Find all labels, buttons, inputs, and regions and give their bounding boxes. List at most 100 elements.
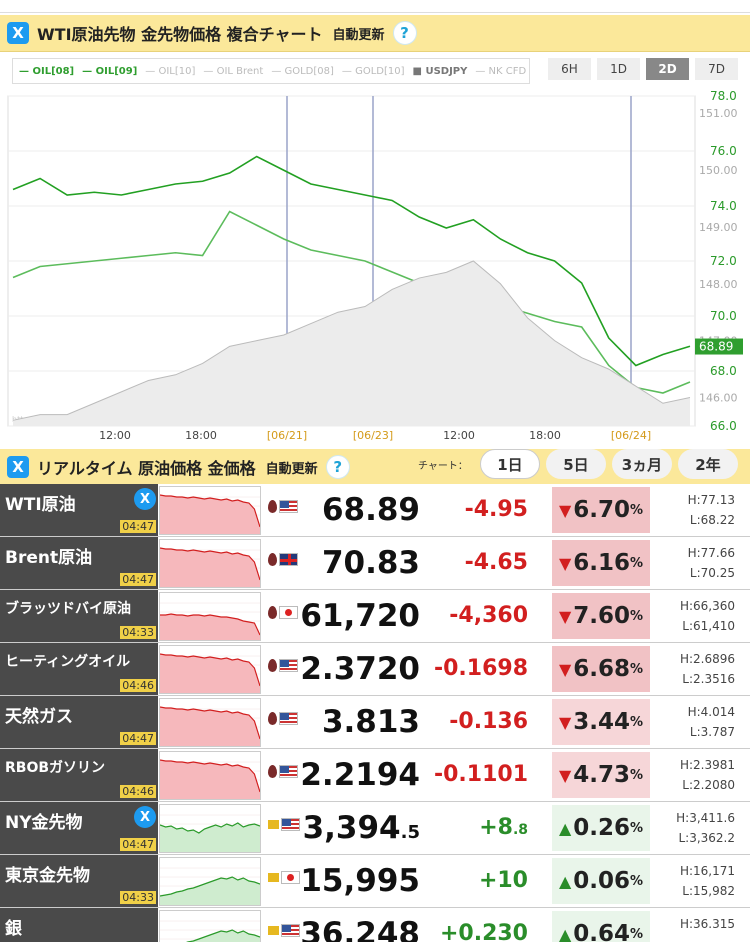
jp-flag-icon (279, 606, 298, 619)
x-share-icon[interactable]: X (134, 488, 156, 510)
chart-section-header: X WTI原油先物 金先物価格 複合チャート 自動更新 ? (0, 15, 750, 52)
table-row[interactable]: Brent原油 04:47 70.83 -4.65 ▼ 6.16% H:77.66 L:70.… (0, 537, 750, 590)
row-name: 東京金先物 (5, 866, 90, 886)
spark-line (160, 613, 261, 636)
y-tick-usdjpy: 148.00 (699, 278, 738, 291)
row-low: L:3.787 (689, 725, 735, 739)
y-tick-oil: 76.0 (710, 144, 737, 158)
sparkline (160, 920, 261, 942)
row-price: 70.83 (321, 545, 420, 581)
row-high-low: H:77.13 L:68.22 (688, 490, 735, 530)
help-icon[interactable]: ? (392, 21, 417, 45)
row-percent: ▲ 0.26% (552, 805, 650, 851)
range-button-2d[interactable]: 2D (646, 58, 689, 80)
x-share-icon[interactable]: X (7, 456, 29, 478)
mini-chart[interactable] (159, 486, 261, 535)
help-icon[interactable]: ? (325, 455, 350, 479)
percent-unit: % (630, 926, 644, 942)
period-tab[interactable]: 5日 (545, 449, 606, 479)
arrow-down-icon: ▼ (558, 553, 572, 573)
mini-chart[interactable] (159, 910, 261, 942)
us-flag-icon (279, 765, 298, 778)
percent-value: 7.60 (573, 603, 631, 629)
row-name: WTI原油 (5, 495, 76, 515)
oil-drop-icon (268, 765, 277, 778)
row-name: NY金先物 (5, 813, 83, 833)
legend-item[interactable]: — NK CFD (475, 65, 527, 77)
row-price: 15,995 (300, 863, 420, 899)
legend-item[interactable]: — OIL[08] (19, 65, 75, 77)
row-name-cell[interactable]: WTI原油 04:47 X (0, 484, 158, 536)
row-price: 3.813 (321, 704, 420, 740)
legend-item[interactable]: — OIL[09] (82, 65, 138, 77)
spark-line (159, 876, 261, 897)
table-row[interactable]: 天然ガス 04:47 3.813 -0.136 ▼ 3.44% H:4.014 L:3.787 (0, 696, 750, 749)
legend-item[interactable]: — GOLD[10] (341, 65, 405, 77)
row-percent: ▼ 7.60% (552, 593, 650, 639)
jp-flag-icon (281, 871, 300, 884)
legend-item[interactable]: — OIL Brent (203, 65, 264, 77)
y-tick-oil: 78.0 (710, 89, 737, 103)
mini-chart[interactable] (159, 698, 261, 747)
row-name-cell[interactable]: 東京金先物 04:33 (0, 855, 158, 907)
table-row[interactable]: RBOBガソリン 04:46 2.2194 -0.1101 ▼ 4.73% H:2.3981… (0, 749, 750, 802)
row-name-cell[interactable]: Brent原油 04:47 (0, 537, 158, 589)
row-name-cell[interactable]: NY金先物 04:47 X (0, 802, 158, 854)
mini-chart[interactable] (159, 592, 261, 641)
oil-drop-icon (268, 500, 277, 513)
percent-value: 3.44 (573, 709, 631, 735)
sparkline (159, 547, 261, 587)
sparkline (159, 653, 261, 693)
row-high: H:4.014 (687, 705, 735, 719)
row-change: -0.1101 (433, 762, 528, 787)
mini-chart[interactable] (159, 645, 261, 694)
table-row[interactable]: 東京金先物 04:33 15,995 +10 ▲ 0.06% H:16,171 L:15,98… (0, 855, 750, 908)
row-name: 天然ガス (5, 707, 73, 727)
us-flag-icon (279, 500, 298, 513)
period-tab[interactable]: 2年 (677, 449, 738, 479)
row-high: H:3,411.6 (676, 811, 735, 825)
table-row[interactable]: WTI原油 04:47 X 68.89 -4.95 ▼ 6.70% H:77.13 L:68.2… (0, 484, 750, 537)
row-name-cell[interactable]: 天然ガス 04:47 (0, 696, 158, 748)
range-button-1d[interactable]: 1D (597, 58, 640, 80)
row-low: L:2.3516 (682, 672, 735, 686)
period-tab[interactable]: 3ヵ月 (611, 449, 672, 479)
spark-area (160, 707, 260, 746)
row-time: 04:33 (120, 626, 156, 639)
legend-item[interactable]: ■ USDJPY (412, 65, 468, 77)
us-flag-icon (279, 659, 298, 672)
x-share-icon[interactable]: X (7, 22, 29, 44)
spark-area (160, 877, 260, 905)
commodity-icons (268, 500, 298, 513)
table-row[interactable]: ヒーティングオイル 04:46 2.3720 -0.1698 ▼ 6.68% H:2.689… (0, 643, 750, 696)
y-tick-oil: 66.0 (710, 419, 737, 433)
legend-item[interactable]: — GOLD[08] (271, 65, 334, 77)
spark-area (160, 548, 260, 587)
table-row[interactable]: ブラッツドバイ原油 04:33 61,720 -4,360 ▼ 7.60% H:66,360… (0, 590, 750, 643)
row-name-cell[interactable]: 銀 (0, 908, 158, 942)
range-button-6h[interactable]: 6H (548, 58, 591, 80)
mini-chart[interactable] (159, 804, 261, 853)
spark-line (159, 759, 261, 793)
legend-item[interactable]: — OIL[10] (145, 65, 196, 77)
sparkline (159, 814, 261, 852)
row-name-cell[interactable]: ヒーティングオイル 04:46 (0, 643, 158, 695)
table-row[interactable]: NY金先物 04:47 X 3,394.5 +8.8 ▲ 0.26% H:3,411.6 L:3… (0, 802, 750, 855)
x-share-icon[interactable]: X (134, 806, 156, 828)
row-percent: ▲ 0.06% (552, 858, 650, 904)
mini-chart[interactable] (159, 539, 261, 588)
period-tab[interactable]: 1日 (479, 449, 540, 479)
row-name: 銀 (5, 919, 22, 939)
row-high: H:36.315 (679, 917, 735, 931)
table-row[interactable]: 銀 36.248 +0.230 ▲ 0.64% H:36.315 (0, 908, 750, 942)
row-name-cell[interactable]: RBOBガソリン 04:46 (0, 749, 158, 801)
range-button-7d[interactable]: 7D (695, 58, 738, 80)
mini-chart[interactable] (159, 857, 261, 906)
row-percent: ▼ 3.44% (552, 699, 650, 745)
row-name-cell[interactable]: ブラッツドバイ原油 04:33 (0, 590, 158, 642)
x-tick: [06/21] (267, 429, 307, 442)
row-time: 04:46 (120, 679, 156, 692)
mini-chart[interactable] (159, 751, 261, 800)
row-time: 04:47 (120, 573, 156, 586)
row-change: -4.65 (464, 550, 528, 575)
